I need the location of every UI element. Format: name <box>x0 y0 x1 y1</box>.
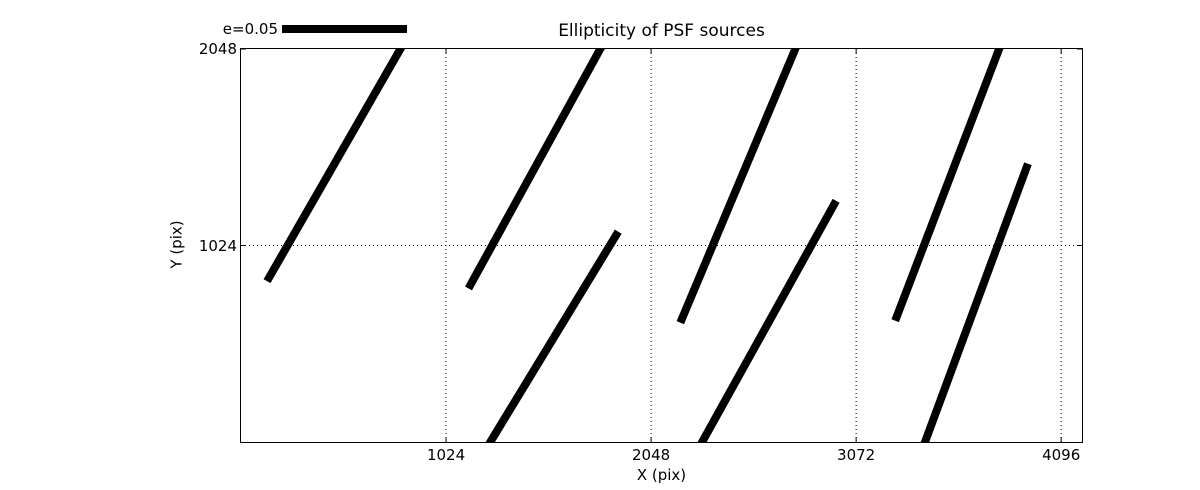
y-tick-label-2048: 2048 <box>198 40 237 58</box>
whisker-segment <box>263 49 406 284</box>
whisker-segment <box>697 198 840 442</box>
whisker-segment <box>485 229 622 442</box>
x-tick-label-4096: 4096 <box>1042 446 1081 464</box>
x-tick-label-2048: 2048 <box>631 446 671 464</box>
plot-area <box>240 48 1083 443</box>
whisker-segment <box>464 49 605 291</box>
y-tick-label-1024: 1024 <box>198 236 237 255</box>
x-tick-label-1024: 1024 <box>426 446 466 464</box>
whisker-segment <box>891 49 1004 323</box>
legend-scale-bar <box>282 25 407 33</box>
legend-label: e=0.05 <box>222 20 278 38</box>
whisker-segments <box>263 49 1032 442</box>
x-axis-label: X (pix) <box>636 466 687 484</box>
whisker-segment <box>676 49 800 325</box>
y-axis-label: Y (pix) <box>167 220 186 269</box>
plot-canvas <box>241 49 1082 442</box>
x-tick-label-3072: 3072 <box>837 446 876 464</box>
whisker-segment <box>920 162 1032 442</box>
chart-title: Ellipticity of PSF sources <box>558 21 765 41</box>
